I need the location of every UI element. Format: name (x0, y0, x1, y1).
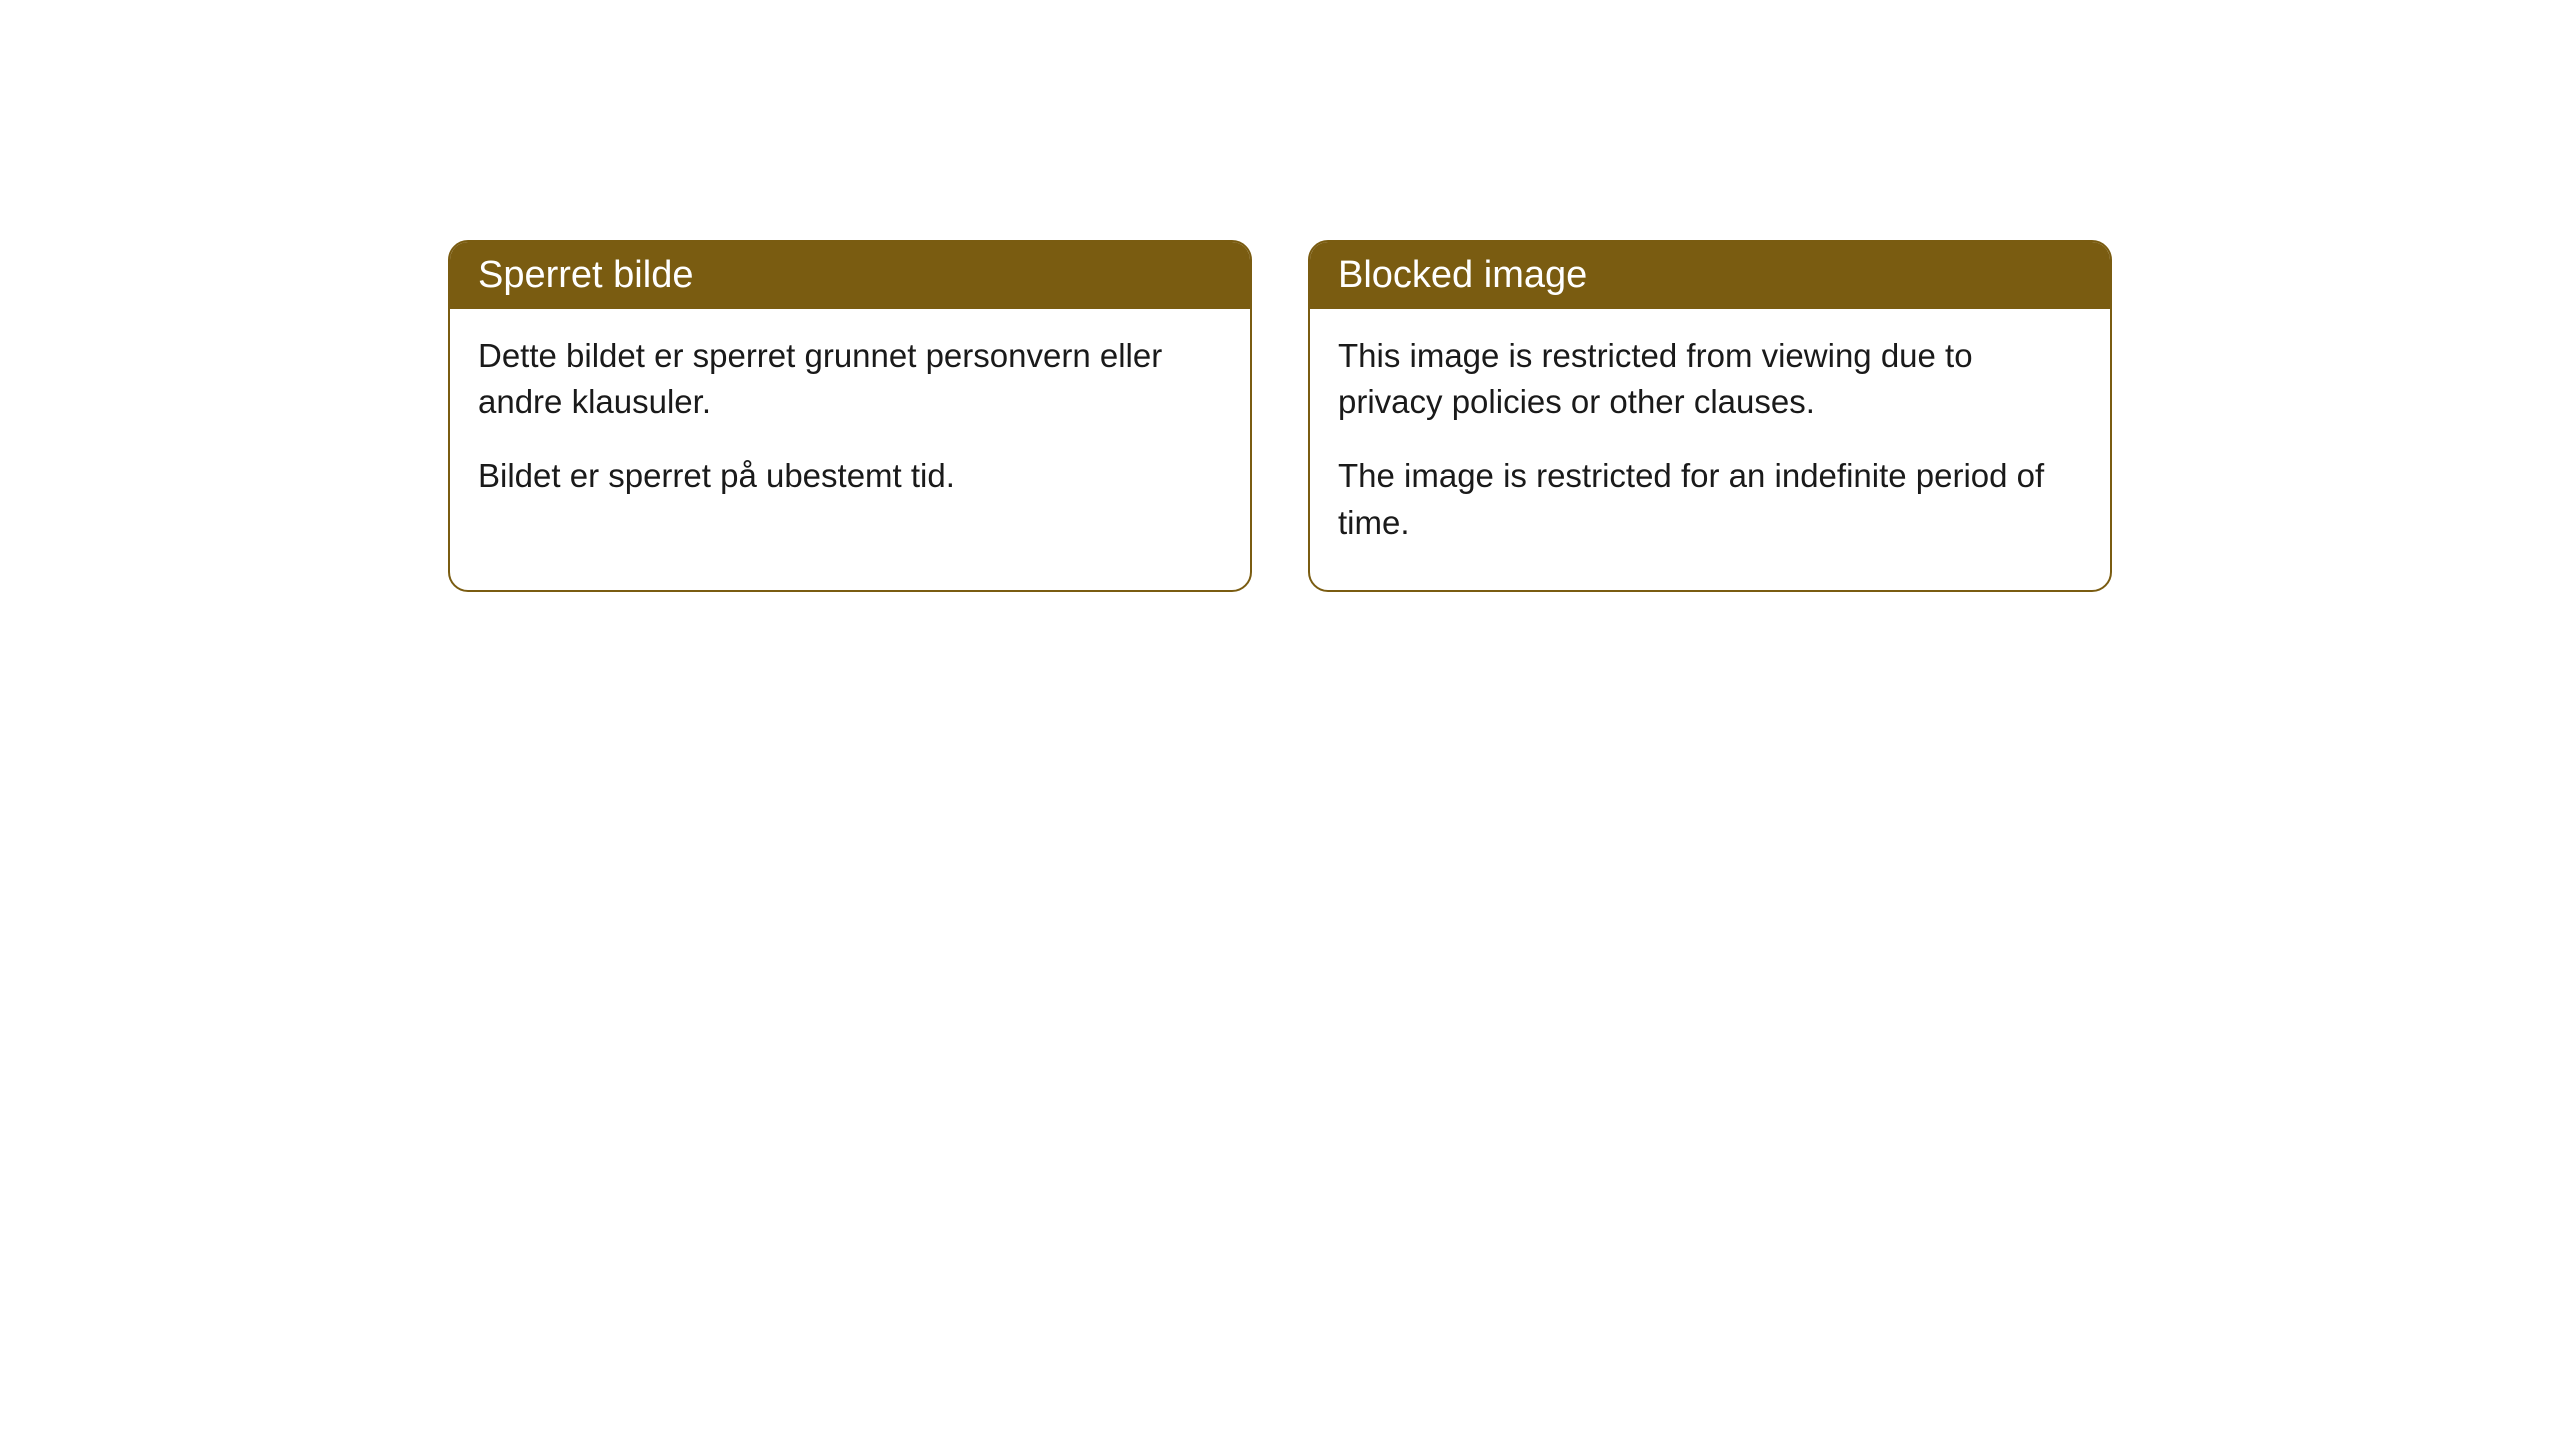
card-paragraph-1-norwegian: Dette bildet er sperret grunnet personve… (478, 333, 1222, 425)
cards-container: Sperret bilde Dette bildet er sperret gr… (448, 240, 2112, 592)
card-header-norwegian: Sperret bilde (450, 242, 1250, 309)
card-norwegian: Sperret bilde Dette bildet er sperret gr… (448, 240, 1252, 592)
card-english: Blocked image This image is restricted f… (1308, 240, 2112, 592)
card-paragraph-1-english: This image is restricted from viewing du… (1338, 333, 2082, 425)
card-body-english: This image is restricted from viewing du… (1310, 309, 2110, 590)
card-header-english: Blocked image (1310, 242, 2110, 309)
card-paragraph-2-english: The image is restricted for an indefinit… (1338, 453, 2082, 545)
card-body-norwegian: Dette bildet er sperret grunnet personve… (450, 309, 1250, 544)
card-paragraph-2-norwegian: Bildet er sperret på ubestemt tid. (478, 453, 1222, 499)
